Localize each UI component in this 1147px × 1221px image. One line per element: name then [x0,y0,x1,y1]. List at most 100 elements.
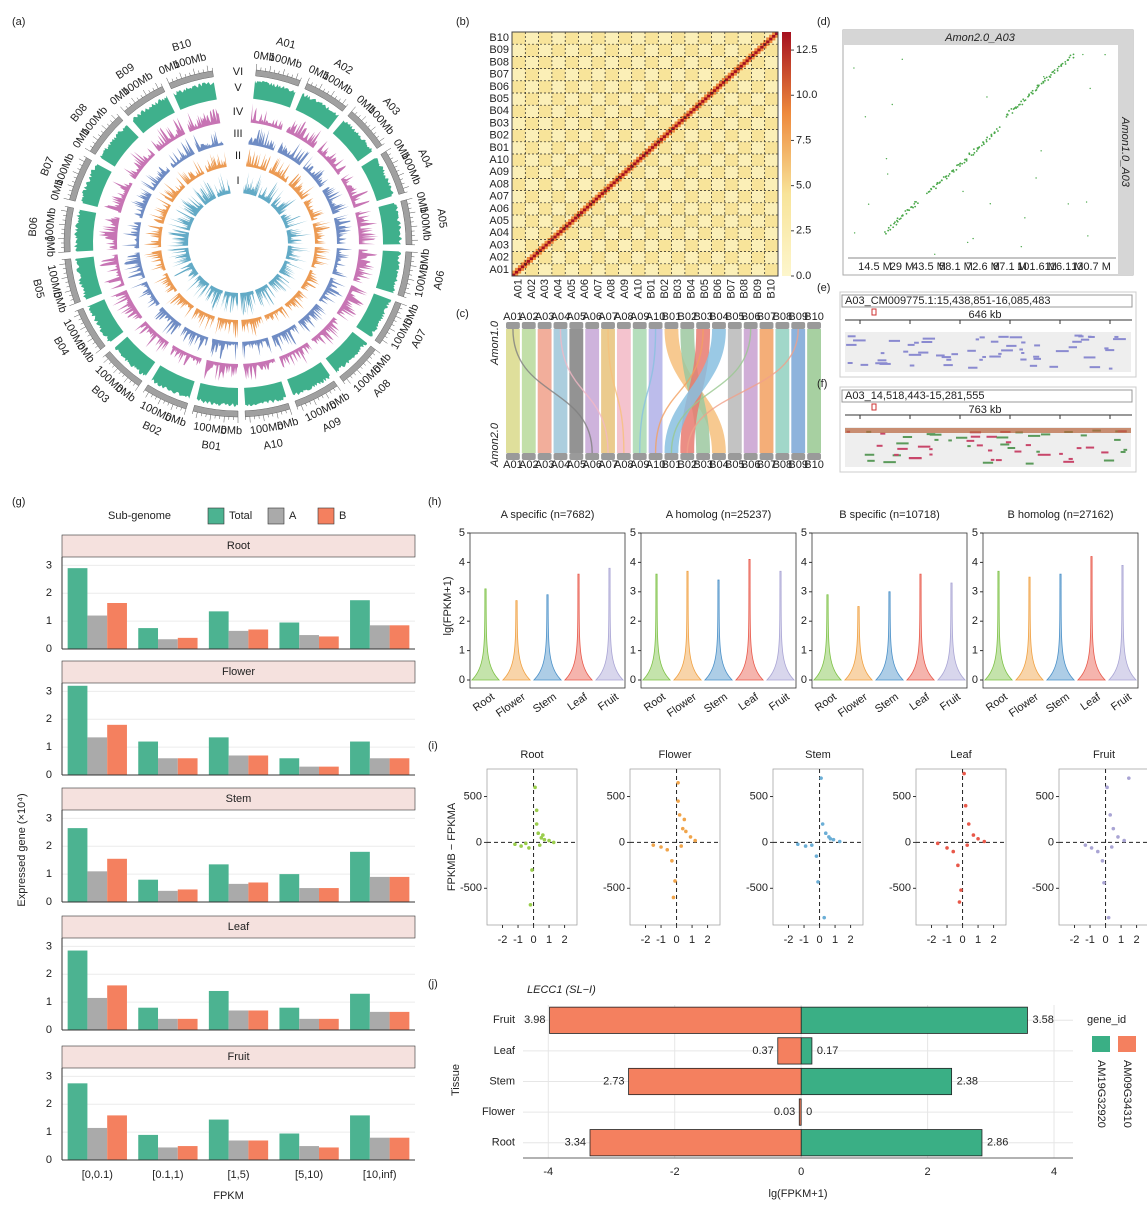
heatmap-diagonal [763,45,767,49]
ideogram-tick [73,314,80,318]
bar [228,883,249,902]
read [1006,344,1017,347]
y-tick-label: A07 [489,191,509,203]
point [670,858,674,863]
chromosome-label: B06 [741,459,761,471]
panel-frame [486,768,578,926]
heatmap-diagonal [668,126,672,130]
x-tick-label: -1 [1085,934,1095,946]
ideogram [400,199,413,246]
x-tick-label: B08 [739,279,751,299]
violin [1014,576,1045,681]
chromosome-label: A04 [551,311,571,323]
chromosome-bar [696,322,711,329]
strip [61,787,416,811]
chromosome-label: A05 [567,311,587,323]
chromosome-bar [807,322,821,329]
x-label: FPKM [213,1190,244,1202]
dot [1067,59,1070,61]
bar [107,603,127,649]
track [311,247,332,268]
heatmap-diagonal [772,32,776,36]
track [355,210,379,245]
ribbon [506,329,520,453]
dot [998,126,1001,129]
bar [389,758,410,775]
bar [177,758,198,775]
point [673,879,677,883]
y-tick-label: 1 [801,645,807,657]
chromosome-bar [537,453,552,460]
chart-title: LECC1 (SL−I) [527,984,596,996]
dot [1053,72,1056,75]
heatmap-diagonal [529,254,533,258]
legend-key [207,507,225,525]
dot [1060,65,1063,67]
track [270,189,297,215]
track [98,216,120,250]
read [894,453,899,456]
point [676,799,680,803]
ribbon [601,329,615,453]
point [809,843,814,847]
dot [945,175,948,178]
read [998,335,1009,338]
heatmap-cell [525,154,539,167]
heatmap-diagonal [695,107,699,111]
heatmap-diagonal [520,267,525,271]
heatmap-diagonal [662,132,666,136]
heatmap-cell [764,227,778,240]
heatmap-diagonal [739,64,743,68]
ideogram-tick [300,77,302,81]
ideogram-tick [343,381,346,385]
x-tick-label: 2 [925,1166,931,1178]
read [941,356,951,359]
ideogram-tick [160,83,163,87]
ideogram-tick [184,74,187,78]
ideogram-tick [291,74,293,78]
heatmap-cell [538,68,552,81]
track [170,345,202,366]
dot [938,182,941,184]
ideogram-tick [361,116,367,121]
track [121,222,142,249]
y-tick-label: 5 [801,527,807,539]
point [956,863,960,868]
read [880,432,886,435]
heatmap-diagonal [618,172,622,176]
heatmap-cell [551,80,566,93]
ribbon [743,329,758,453]
dot [1040,150,1042,152]
heatmap-cell [618,263,632,276]
heatmap-diagonal [526,259,531,263]
y-tick-label: A05 [489,215,509,227]
heatmap-cell [671,215,685,228]
bar [228,755,249,775]
bar [177,637,198,649]
heatmap-diagonal [556,229,560,233]
heatmap-cell [671,93,685,106]
read [896,442,909,445]
bar [158,1147,178,1160]
track [336,285,368,322]
panel-label: (h) [428,496,441,508]
link [512,328,593,454]
track [115,336,156,376]
ideogram-tick [379,137,385,142]
x-tick-label: 116.1 M [1045,261,1084,273]
heatmap-cell [618,117,632,130]
heatmap-diagonal [742,61,746,65]
heatmap-diagonal [559,229,563,233]
chromosome-bar [648,322,663,329]
heatmap-cell [631,80,645,93]
tick-label: 100Mb [45,264,64,299]
point [534,808,539,813]
heatmap-cell [671,44,685,57]
x-tick-label: -4 [543,1166,553,1178]
violin [501,600,532,681]
heatmap-cell [538,117,552,130]
track [177,159,205,185]
dot [1082,53,1084,56]
heatmap-diagonal [712,88,717,92]
heatmap-diagonal [565,224,569,228]
